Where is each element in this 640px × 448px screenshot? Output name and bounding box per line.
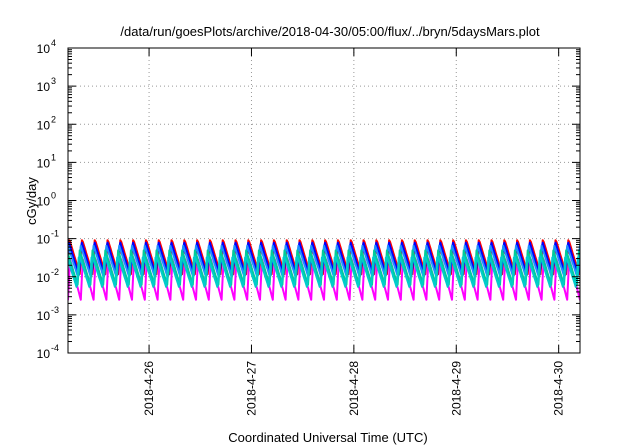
y-tick-exponent: -3	[51, 305, 59, 315]
y-tick-base: 10	[37, 156, 51, 170]
y-tick-exponent: -4	[51, 343, 59, 353]
y-tick-label: 10	[37, 347, 51, 361]
x-tick-label: 2018-4-30	[552, 361, 566, 416]
y-tick-base: 10	[37, 42, 51, 56]
y-tick-label: 10	[37, 195, 51, 209]
y-tick-exponent: 2	[51, 114, 56, 124]
y-tick-base: 10	[37, 195, 51, 209]
data-series-line	[68, 255, 580, 288]
y-tick-base: 10	[37, 271, 51, 285]
x-tick-label: 2018-4-27	[244, 361, 258, 416]
y-tick-label: 10	[37, 233, 51, 247]
y-tick-exponent: 0	[51, 191, 56, 201]
y-axis-label: cGy/day	[24, 177, 39, 225]
y-tick-exponent: -1	[51, 229, 59, 239]
x-axis: 2018-4-26 2018-4-27 2018-4-28 2018-4-29 2018…	[142, 48, 566, 416]
y-tick-label: 10	[37, 271, 51, 285]
y-tick-exponent: 3	[51, 76, 56, 86]
series-group	[68, 239, 580, 301]
y-tick-base: 10	[37, 118, 51, 132]
x-tick-label: 2018-4-29	[449, 361, 463, 416]
grid	[68, 48, 580, 353]
data-series-line	[68, 258, 580, 301]
y-tick-exponent: 4	[51, 38, 56, 48]
chart-title: /data/run/goesPlots/archive/2018-04-30/0…	[120, 24, 540, 39]
y-tick-exponent: 1	[51, 152, 56, 162]
y-tick-exponent: -2	[51, 267, 59, 277]
y-tick-label: 10	[37, 118, 51, 132]
y-tick-base: 10	[37, 309, 51, 323]
y-tick-base: 10	[37, 233, 51, 247]
y-tick-label: 10	[37, 42, 51, 56]
data-series-line	[68, 244, 580, 277]
x-tick-label: 2018-4-26	[142, 361, 156, 416]
y-tick-label: 10	[37, 80, 51, 94]
x-tick-label: 2018-4-28	[347, 361, 361, 416]
y-tick-base: 10	[37, 347, 51, 361]
y-tick-label: 10	[37, 309, 51, 323]
x-axis-label: Coordinated Universal Time (UTC)	[228, 430, 427, 445]
y-tick-base: 10	[37, 80, 51, 94]
data-series-line	[68, 249, 580, 286]
y-tick-label: 10	[37, 156, 51, 170]
